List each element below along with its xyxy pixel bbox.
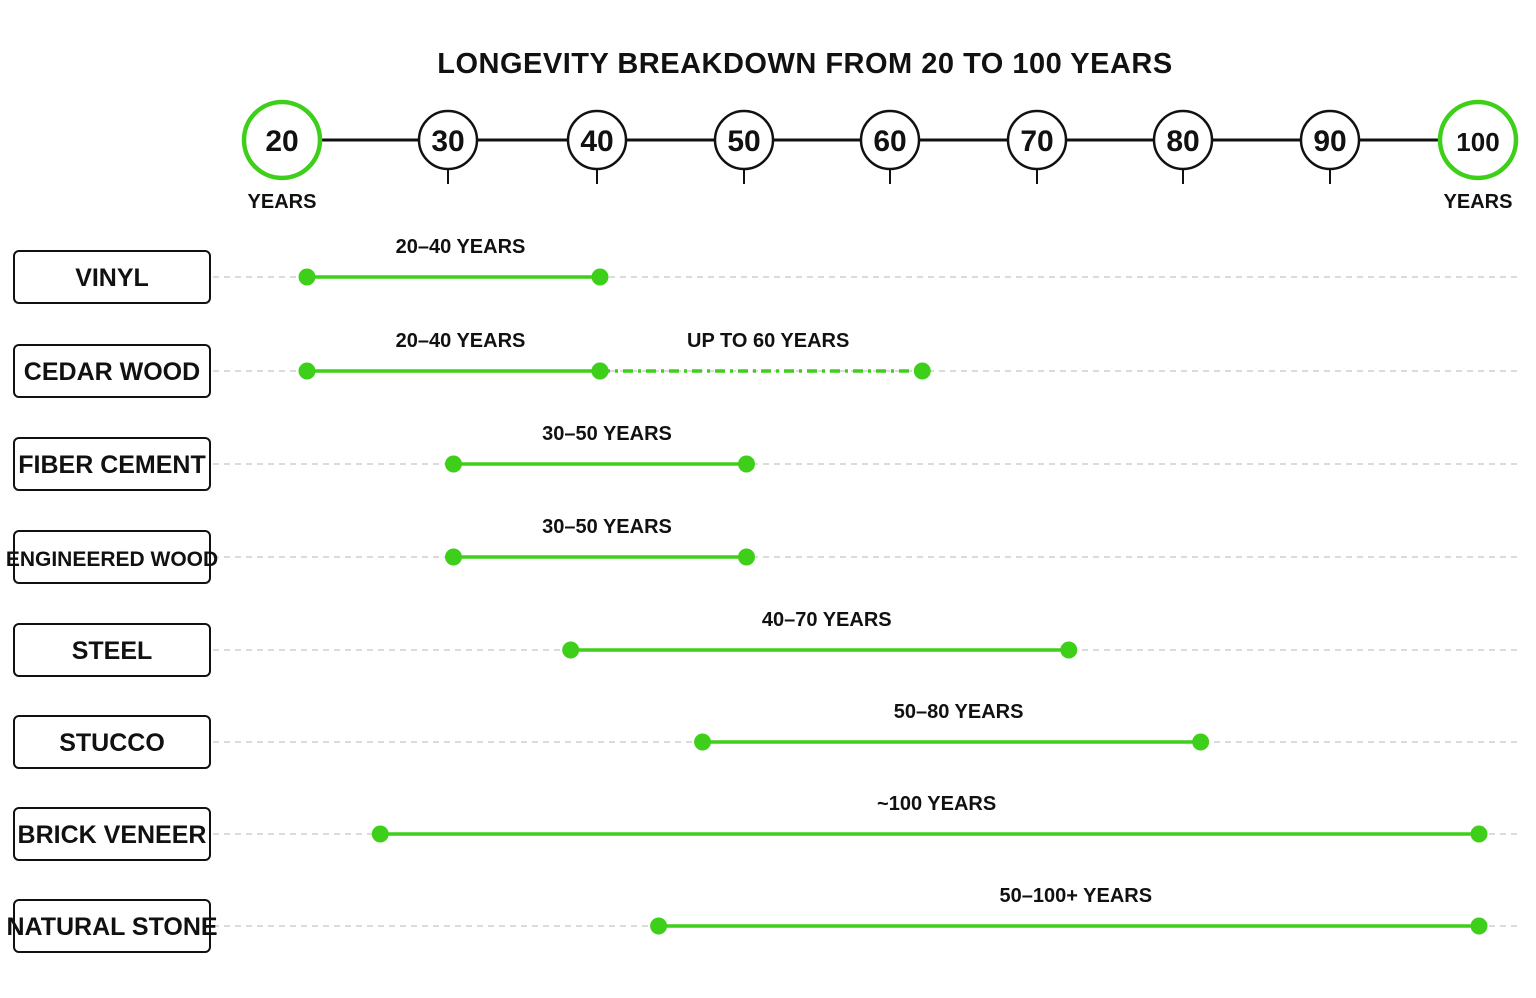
range-start-point [591,362,609,380]
axis-tick-label: 50 [727,125,760,158]
range-end-point [1470,917,1488,935]
material-label: CEDAR WOOD [24,358,200,386]
axis-tick-circle [417,109,479,171]
material-label: BRICK VENEER [18,821,207,849]
timeline-axis: 20 30 40 50 60 70 80 90 100 YEARS YEARS [241,99,1519,213]
range-end-point [1470,825,1488,843]
range-end-point [738,548,755,566]
axis-tick-80: 80 [1152,109,1214,184]
axis-tick-20: 20 [241,99,323,181]
material-row: STEEL 40–70 YEARS [13,609,1522,677]
chart-title: LONGEVITY BREAKDOWN FROM 20 TO 100 YEARS [437,48,1172,80]
material-rows: VINYL 20–40 YEARS CEDAR WOOD 20–40 YEARS UP … [6,236,1522,953]
range-end-point [913,362,931,380]
material-label: FIBER CEMENT [18,451,206,479]
axis-end-circle [1437,99,1519,181]
material-row: STUCCO 50–80 YEARS [13,701,1522,769]
range-label: 50–100+ YEARS [1000,885,1153,907]
axis-tick-60: 60 [859,109,921,184]
material-row: NATURAL STONE 50–100+ YEARS [6,885,1522,953]
axis-tick-40: 40 [566,109,628,184]
axis-tick-label: 60 [873,125,906,158]
material-box [13,344,211,398]
axis-tick-circle [1006,109,1068,171]
range-label: ~100 YEARS [877,793,996,815]
material-row: FIBER CEMENT 30–50 YEARS [13,423,1522,491]
axis-tick-label: 90 [1313,125,1346,158]
axis-tick-90: 90 [1299,109,1361,184]
axis-tick-100: 100 [1437,99,1519,181]
material-label: NATURAL STONE [6,913,217,941]
range-label: 30–50 YEARS [542,423,672,445]
axis-tick-circle [566,109,628,171]
axis-tick-circle [1299,109,1361,171]
range-label: 40–70 YEARS [762,609,892,631]
range-start-point [371,825,389,843]
material-label: STEEL [72,637,153,665]
range-end-point [591,268,609,286]
range-end-point [738,455,755,473]
range-label: 20–40 YEARS [396,330,526,352]
material-box [13,899,211,953]
range-start-point [298,268,316,286]
material-row: VINYL 20–40 YEARS [13,236,1522,304]
axis-tick-label: 70 [1020,125,1053,158]
axis-start-caption: YEARS [248,191,317,213]
material-row: BRICK VENEER ~100 YEARS [13,793,1522,861]
axis-tick-70: 70 [1006,109,1068,184]
axis-tick-30: 30 [417,109,479,184]
axis-tick-label: 20 [265,125,298,158]
range-label: 50–80 YEARS [894,701,1024,723]
range-label: 20–40 YEARS [396,236,526,258]
range-start-point [298,362,316,380]
material-row: CEDAR WOOD 20–40 YEARS UP TO 60 YEARS [13,330,1522,398]
range-start-point [445,455,462,473]
range-start-point [445,548,462,566]
material-box [13,715,211,769]
material-row: ENGINEERED WOOD 30–50 YEARS [6,516,1522,584]
material-box [13,530,211,584]
axis-tick-label: 80 [1166,125,1199,158]
material-box [13,623,211,677]
axis-tick-label: 40 [580,125,613,158]
range-label: 30–50 YEARS [542,516,672,538]
axis-tick-circle [859,109,921,171]
range-start-point [650,917,668,935]
axis-tick-label: 100 [1456,127,1499,157]
axis-tick-50: 50 [713,109,775,184]
range-start-point [694,733,712,751]
axis-tick-circle [713,109,775,171]
range-end-point [1192,733,1210,751]
material-label: ENGINEERED WOOD [6,548,218,571]
axis-tick-circle [1152,109,1214,171]
axis-end-caption: YEARS [1444,191,1513,213]
range-start-point [562,641,580,659]
material-box [13,437,211,491]
range-label: UP TO 60 YEARS [687,330,849,352]
range-end-point [1060,641,1078,659]
material-box [13,807,211,861]
axis-tick-label: 30 [431,125,464,158]
material-label: STUCCO [59,729,165,757]
axis-end-circle [241,99,323,181]
material-box [13,250,211,304]
material-label: VINYL [75,264,149,292]
